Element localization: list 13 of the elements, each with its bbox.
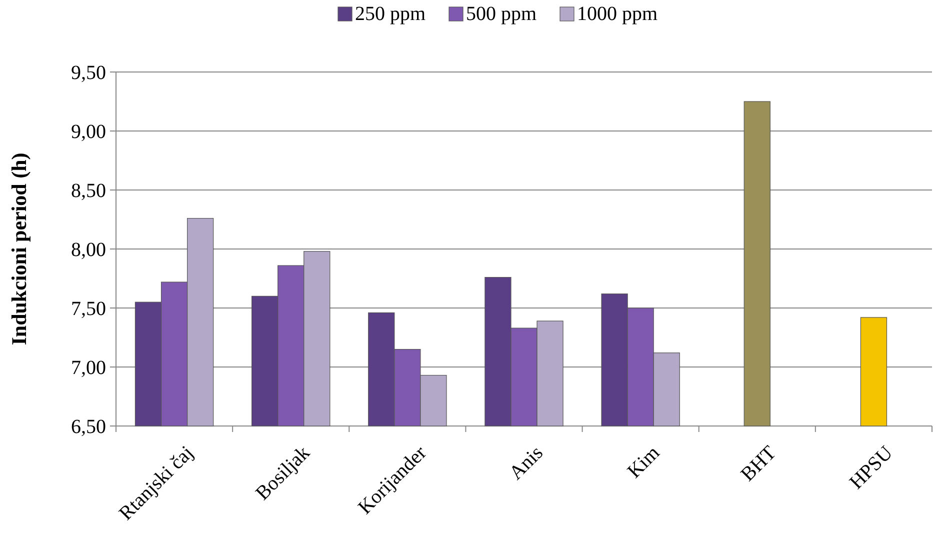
y-tick-label: 9,00 (71, 121, 106, 143)
x-tick-label: Kim (623, 442, 664, 483)
y-tick-label: 7,00 (71, 357, 106, 379)
legend-label: 250 ppm (355, 3, 426, 25)
y-tick-label: 6,50 (71, 416, 106, 438)
y-tick-label: 9,50 (71, 62, 106, 84)
legend-label: 500 ppm (466, 3, 537, 25)
x-tick-label: Anis (505, 442, 548, 484)
y-tick-label: 8,00 (71, 239, 106, 261)
y-tick-label: 7,50 (71, 298, 106, 320)
y-tick-label: 8,50 (71, 180, 106, 202)
legend-label: 1000 ppm (577, 3, 658, 25)
y-axis-title: Indukcioni period (h) (7, 152, 31, 346)
